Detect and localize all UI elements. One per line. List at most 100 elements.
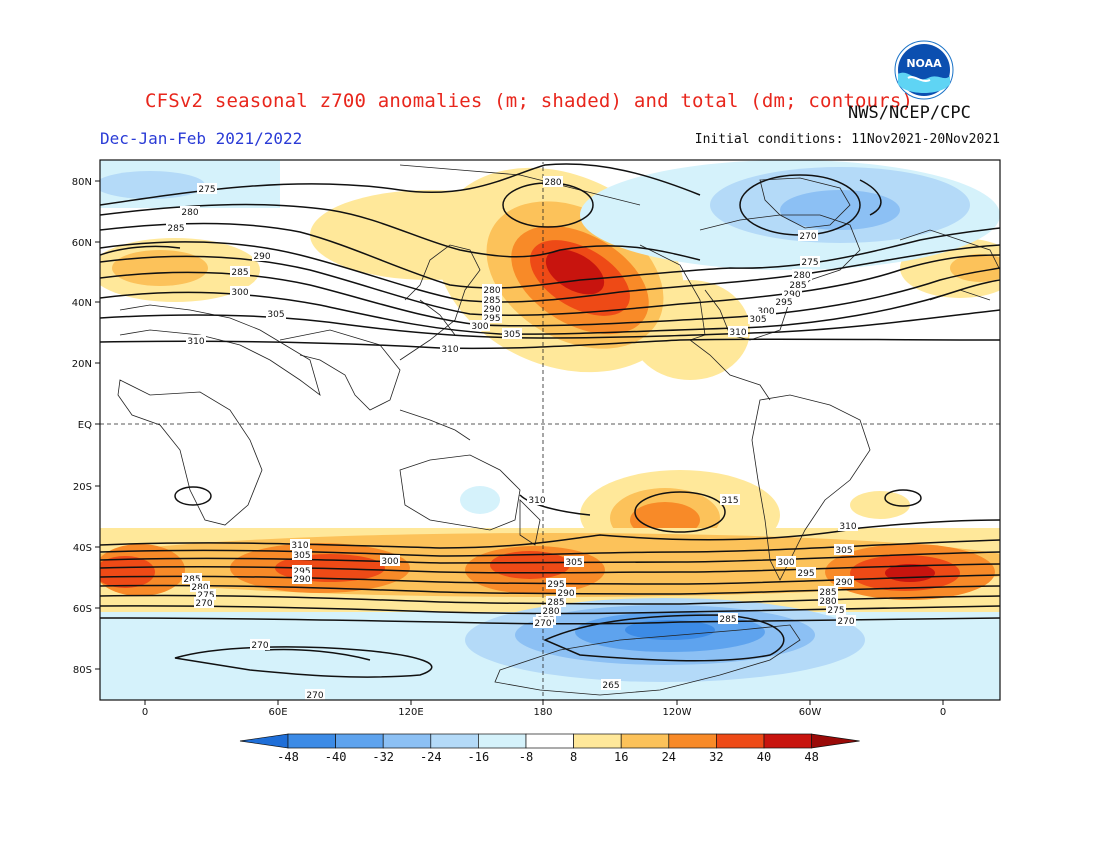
svg-text:280: 280 bbox=[544, 178, 561, 188]
svg-text:305: 305 bbox=[565, 558, 582, 568]
lat-label: 80N bbox=[72, 177, 92, 188]
colorbar-segment bbox=[525, 733, 574, 749]
contour-label: 275 bbox=[197, 183, 217, 195]
svg-text:295: 295 bbox=[483, 314, 500, 324]
svg-text:300: 300 bbox=[757, 307, 774, 317]
svg-text:300: 300 bbox=[381, 557, 398, 567]
lat-label: 20N bbox=[72, 359, 92, 370]
contour-label: 300 bbox=[230, 286, 250, 298]
colorbar-segment bbox=[430, 733, 479, 749]
contour-label: 315 bbox=[720, 494, 740, 506]
contour-label: 275 bbox=[800, 256, 820, 268]
svg-text:290: 290 bbox=[483, 305, 500, 315]
svg-text:270: 270 bbox=[799, 232, 816, 242]
colorbar-tick-label: -24 bbox=[420, 750, 442, 764]
svg-text:295: 295 bbox=[797, 569, 814, 579]
svg-text:305: 305 bbox=[293, 551, 310, 561]
contour-label: 285 bbox=[230, 266, 250, 278]
svg-text:285: 285 bbox=[819, 588, 836, 598]
svg-text:280: 280 bbox=[793, 271, 810, 281]
svg-text:280: 280 bbox=[191, 583, 208, 593]
initial-conditions-label: Initial conditions: 11Nov2021-20Nov2021 bbox=[694, 132, 1000, 147]
lon-label: 120E bbox=[398, 707, 423, 718]
colorbar-tick-label: -40 bbox=[325, 750, 347, 764]
svg-text:295: 295 bbox=[293, 567, 310, 577]
season-label: Dec-Jan-Feb 2021/2022 bbox=[100, 129, 303, 148]
contour-label: 270 bbox=[305, 689, 325, 701]
svg-text:270: 270 bbox=[837, 617, 854, 627]
contour-label: 270 bbox=[798, 230, 818, 242]
lon-label: 180 bbox=[533, 707, 552, 718]
contour-label: 290 bbox=[782, 288, 802, 300]
svg-text:300: 300 bbox=[231, 288, 248, 298]
contour-label: 270 bbox=[194, 597, 214, 609]
contour-label: 305 bbox=[502, 328, 522, 340]
lat-label: 40S bbox=[73, 543, 92, 554]
contour-label: 270 bbox=[836, 615, 856, 627]
svg-text:290: 290 bbox=[253, 252, 270, 262]
lon-label: 60W bbox=[799, 707, 822, 718]
colorbar-segment bbox=[478, 733, 527, 749]
svg-text:310: 310 bbox=[291, 541, 308, 551]
contour-label: 285 bbox=[482, 294, 502, 306]
svg-text:310: 310 bbox=[187, 337, 204, 347]
svg-text:280: 280 bbox=[181, 208, 198, 218]
colorbar-segment bbox=[668, 733, 717, 749]
longitude-axis: 0 60E 120E 180 120W 60W 0 bbox=[142, 700, 946, 718]
svg-text:285: 285 bbox=[167, 224, 184, 234]
lon-label: 60E bbox=[268, 707, 287, 718]
contour-label: 305 bbox=[266, 308, 286, 320]
contour-label: 280 bbox=[482, 284, 502, 296]
contour-label: 300 bbox=[470, 320, 490, 332]
colorbar-tick-label: -16 bbox=[468, 750, 490, 764]
contour-label: 300 bbox=[776, 556, 796, 568]
svg-text:280: 280 bbox=[542, 607, 559, 617]
svg-text:305: 305 bbox=[749, 315, 766, 325]
lat-label: 40N bbox=[72, 298, 92, 309]
colorbar-segment bbox=[811, 733, 860, 749]
colorbar-segment bbox=[716, 733, 765, 749]
contour-label: 310 bbox=[186, 335, 206, 347]
colorbar-tick-label: 16 bbox=[614, 750, 628, 764]
contour-label: 290 bbox=[556, 587, 576, 599]
colorbar-segment bbox=[287, 733, 336, 749]
contour-label: 280 bbox=[190, 581, 210, 593]
contour-label: 310 bbox=[290, 539, 310, 551]
lat-label: 60N bbox=[72, 238, 92, 249]
svg-text:310: 310 bbox=[441, 345, 458, 355]
svg-text:275: 275 bbox=[529, 153, 546, 163]
contour-label: 305 bbox=[292, 549, 312, 561]
svg-text:270: 270 bbox=[306, 691, 323, 701]
map-frame bbox=[99, 159, 1001, 701]
contour-label: 295 bbox=[482, 312, 502, 324]
colorbar-tick-label: -8 bbox=[519, 750, 533, 764]
contour-label: 305 bbox=[834, 544, 854, 556]
colorbar-tick-label: 32 bbox=[709, 750, 723, 764]
svg-text:280: 280 bbox=[819, 597, 836, 607]
contour-label: 295 bbox=[292, 565, 312, 577]
svg-text:275: 275 bbox=[827, 606, 844, 616]
svg-text:290: 290 bbox=[783, 290, 800, 300]
svg-text:295: 295 bbox=[775, 298, 792, 308]
lon-label: 0 bbox=[142, 707, 148, 718]
svg-text:285: 285 bbox=[547, 598, 564, 608]
contour-label: 290 bbox=[292, 573, 312, 585]
contour-label: 285 bbox=[718, 613, 738, 625]
svg-text:300: 300 bbox=[777, 558, 794, 568]
contour-label: 310 bbox=[527, 494, 547, 506]
contour-label: 275 bbox=[826, 604, 846, 616]
colorbar-tick-label: 24 bbox=[662, 750, 676, 764]
svg-text:285: 285 bbox=[719, 615, 736, 625]
colorbar-tick-label: 8 bbox=[570, 750, 577, 764]
lat-label: 80S bbox=[73, 665, 92, 676]
lon-label: 0 bbox=[940, 707, 946, 718]
contour-label: 290 bbox=[252, 250, 272, 262]
contour-label: 290 bbox=[482, 303, 502, 315]
lat-label: 20S bbox=[73, 482, 92, 493]
svg-text:285: 285 bbox=[483, 296, 500, 306]
contour-label: 295 bbox=[546, 578, 566, 590]
contour-label: 270 bbox=[250, 639, 270, 651]
svg-text:270: 270 bbox=[251, 641, 268, 651]
contour-label: 285 bbox=[788, 279, 808, 291]
